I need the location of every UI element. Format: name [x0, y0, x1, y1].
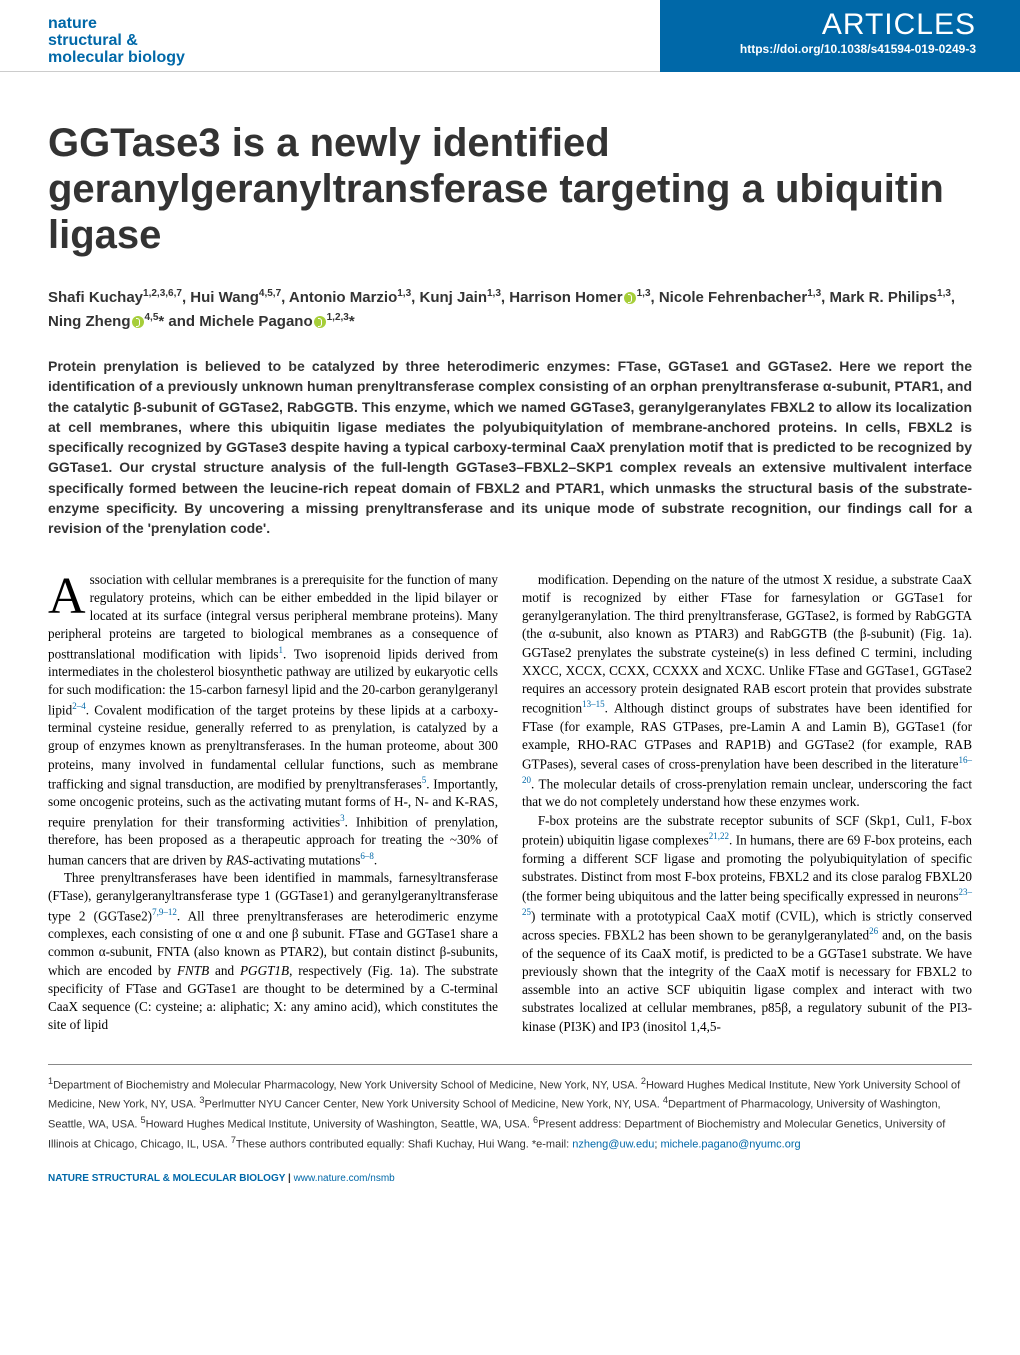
- affiliations: 1Department of Biochemistry and Molecula…: [48, 1064, 972, 1153]
- body-p3: modification. Depending on the nature of…: [522, 571, 972, 812]
- orcid-icon: [314, 316, 326, 328]
- journal-line2: structural &: [48, 33, 185, 50]
- body-p2: Three prenyltransferases have been ident…: [48, 869, 498, 1034]
- journal-line1: nature: [48, 16, 185, 33]
- journal-line3: molecular biology: [48, 50, 185, 67]
- abstract: Protein prenylation is believed to be ca…: [48, 356, 972, 539]
- page-footer: NATURE STRUCTURAL & MOLECULAR BIOLOGY | …: [0, 1153, 1020, 1208]
- body-p1: Association with cellular membranes is a…: [48, 571, 498, 869]
- orcid-icon: [132, 316, 144, 328]
- article-title: GGTase3 is a newly identified geranylger…: [48, 120, 972, 258]
- section-banner: ARTICLES https://doi.org/10.1038/s41594-…: [660, 0, 1020, 72]
- orcid-icon: [624, 292, 636, 304]
- footer-journal: NATURE STRUCTURAL & MOLECULAR BIOLOGY: [48, 1173, 285, 1184]
- doi-link[interactable]: https://doi.org/10.1038/s41594-019-0249-…: [740, 42, 976, 56]
- body-columns: Association with cellular membranes is a…: [48, 571, 972, 1036]
- header-bar: nature structural & molecular biology AR…: [0, 0, 1020, 72]
- section-label: ARTICLES: [740, 8, 976, 42]
- author-list: Shafi Kuchay1,2,3,6,7, Hui Wang4,5,7, An…: [48, 286, 972, 334]
- footer-url[interactable]: www.nature.com/nsmb: [294, 1173, 395, 1184]
- journal-logo: nature structural & molecular biology: [0, 4, 185, 66]
- main-content: GGTase3 is a newly identified geranylger…: [0, 72, 1020, 1036]
- body-p4: F-box proteins are the substrate recepto…: [522, 812, 972, 1036]
- footer-sep: |: [285, 1173, 293, 1184]
